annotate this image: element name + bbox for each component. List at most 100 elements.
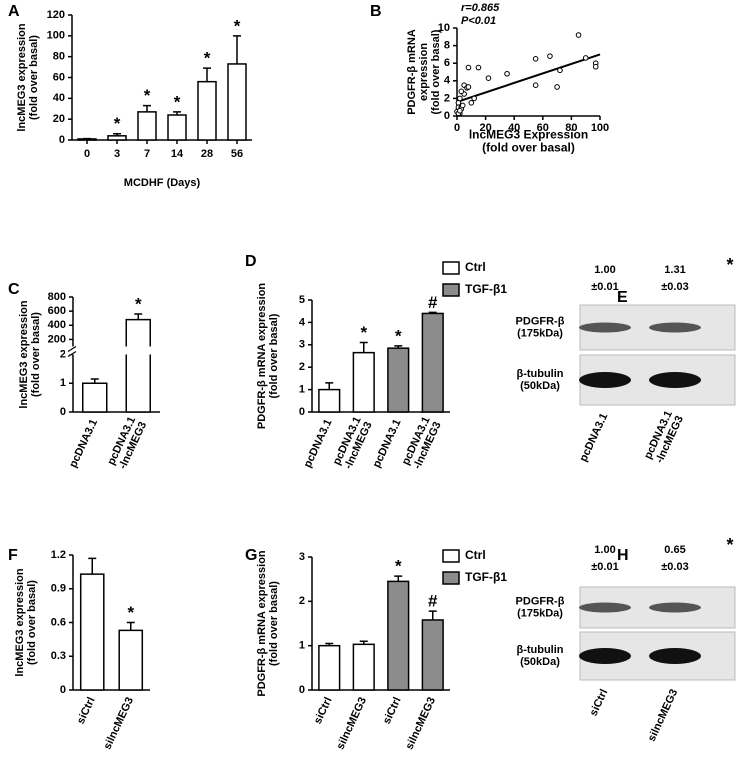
y-axis-label: PDGFR-β mRNA expression(fold over basal)	[256, 550, 280, 697]
y-tick-label: 0	[60, 684, 66, 696]
bar	[82, 382, 108, 413]
lane-label: siCtrl	[588, 687, 611, 718]
blot-band	[649, 602, 701, 613]
x-tick-label: 56	[231, 148, 243, 160]
bar	[318, 644, 341, 691]
point	[471, 95, 477, 102]
x-tick-label: 14	[171, 148, 184, 160]
bar	[118, 629, 144, 691]
x-axis-label: lncMEG3 Expression (fold over basal)	[469, 128, 588, 155]
bar	[197, 80, 217, 141]
y-axis-label: PDGFR-β mRNAexpression(fold over basal)	[406, 29, 442, 115]
x-tick-label: 80	[565, 122, 577, 134]
bar	[318, 388, 341, 413]
row-label: β-tubulin (50kDa)	[516, 644, 563, 668]
blot-band	[649, 322, 701, 333]
annotation: P<0.01	[461, 15, 496, 27]
panel-letter: C	[8, 281, 20, 298]
x-tick-label: 3	[114, 148, 120, 160]
quantification: 0.65	[664, 544, 685, 556]
y-tick-label: 100	[47, 30, 65, 42]
x-tick-label: siCtrl	[75, 695, 98, 726]
y-tick-label: 2	[299, 361, 305, 373]
panel-letter: G	[245, 547, 257, 564]
y-tick-label: 0	[60, 406, 66, 418]
axis-break	[65, 346, 160, 355]
error-bar	[233, 35, 241, 64]
y-tick-label: 5	[299, 294, 305, 306]
bar	[227, 63, 247, 141]
lane-label: silncMEG3	[646, 687, 681, 743]
error-bar	[143, 104, 151, 112]
panel-letter: D	[245, 253, 257, 270]
point	[457, 107, 463, 114]
y-tick-label: 3	[299, 339, 305, 351]
legend-label: Ctrl	[465, 548, 486, 562]
significance-marker: *	[135, 294, 142, 313]
x-tick-label: pcDNA3.1-lncMEG3	[331, 415, 375, 472]
error-bar	[359, 341, 368, 353]
quantification-sd: ±0.01	[591, 281, 618, 293]
significance-marker: #	[428, 293, 438, 312]
error-bar	[134, 313, 143, 320]
panel-letter: F	[8, 547, 18, 564]
point	[465, 64, 472, 71]
bar	[421, 312, 444, 413]
error-bar	[428, 311, 437, 314]
point	[504, 70, 510, 77]
legend-label: TGF-β1	[465, 282, 507, 296]
error-bar	[394, 345, 403, 349]
y-tick-label: 20	[53, 113, 65, 125]
significance-marker: *	[204, 49, 211, 68]
y-tick-label: 4	[444, 75, 451, 87]
point	[458, 88, 465, 95]
point	[575, 32, 582, 38]
blot-band	[649, 372, 701, 388]
blot-band	[579, 322, 631, 333]
point	[465, 84, 472, 90]
quantification-sd: ±0.03	[661, 281, 688, 293]
y-tick-label: 600	[48, 305, 66, 317]
x-tick-label: pcDNA3.1	[371, 417, 404, 469]
y-tick-label: 0.3	[51, 650, 66, 662]
legend-swatch	[442, 549, 460, 563]
error-bar	[88, 557, 97, 575]
point	[532, 82, 539, 88]
quantification: 1.31	[664, 264, 685, 276]
y-tick-label: 1	[299, 384, 305, 396]
blot-band	[579, 648, 631, 664]
panel-letter: B	[370, 3, 382, 20]
bar	[387, 347, 410, 413]
y-tick-label: 40	[53, 92, 65, 104]
y-tick-label: 2	[299, 595, 305, 607]
x-tick-label: pcDNA3.1	[302, 417, 335, 469]
point	[547, 53, 553, 59]
point	[485, 75, 492, 81]
significance-marker: *	[395, 557, 402, 576]
x-tick-label: silncMEG3	[403, 695, 438, 751]
significance-marker: *	[395, 326, 402, 345]
y-tick-label: 1	[60, 377, 66, 389]
panel-letter: H	[617, 547, 629, 564]
trendline	[456, 53, 601, 103]
bar	[387, 580, 410, 691]
y-tick-label: 400	[48, 319, 66, 331]
error-bar	[126, 621, 135, 631]
point	[592, 63, 599, 70]
x-tick-label: 0	[84, 148, 90, 160]
significance-marker: *	[127, 603, 134, 622]
y-tick-label: 1.2	[51, 549, 66, 561]
y-tick-label: 60	[53, 71, 65, 83]
annotation: r=0.865	[461, 2, 500, 14]
point	[582, 55, 589, 61]
error-bar	[90, 378, 99, 384]
bar	[107, 135, 127, 141]
error-bar	[113, 133, 121, 136]
error-bar	[173, 111, 181, 115]
y-tick-label: 200	[48, 333, 66, 345]
x-tick-label: 60	[537, 122, 549, 134]
panel-letter: E	[617, 289, 628, 306]
axis-break-mark	[67, 345, 77, 358]
bar	[137, 111, 157, 141]
